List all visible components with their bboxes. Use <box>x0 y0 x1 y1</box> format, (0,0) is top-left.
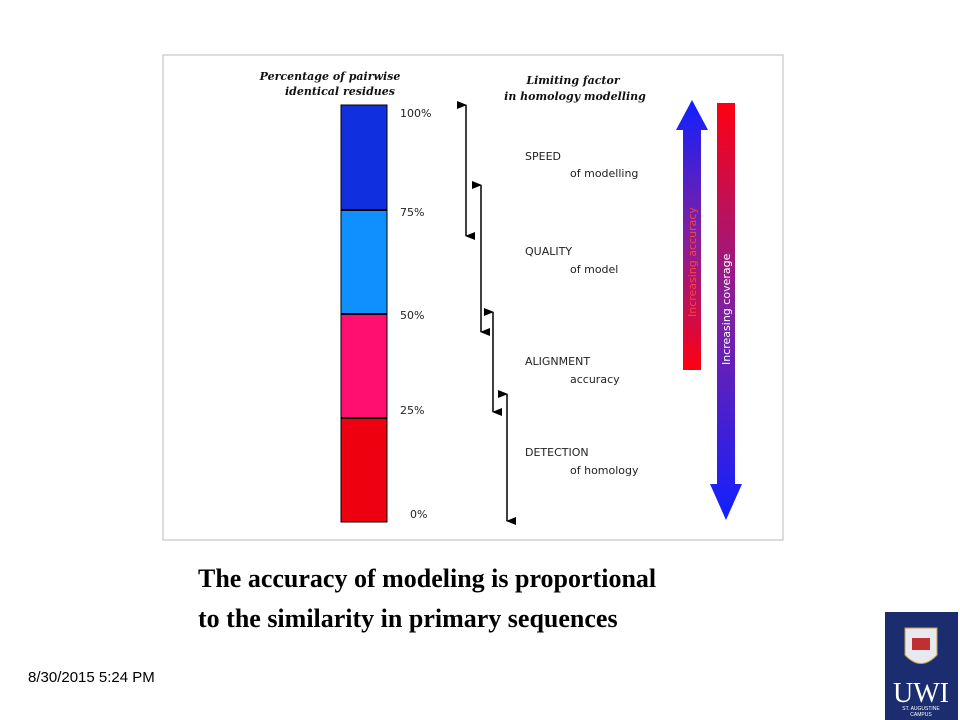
segment <box>341 105 387 210</box>
factor-name: QUALITY <box>525 245 572 258</box>
factor-name: DETECTION <box>525 446 589 459</box>
percent-label: 25% <box>400 404 424 417</box>
coverage-label: Increasing coverage <box>720 253 733 365</box>
factor-detail: of modelling <box>570 167 638 180</box>
percent-label: 50% <box>400 309 424 322</box>
accuracy-arrow <box>676 100 708 370</box>
caption: to the similarity in primary sequences <box>198 604 618 633</box>
logo: UWI ST. AUGUSTINE CAMPUS <box>885 612 958 720</box>
left-title: Percentage of pairwise <box>259 70 401 83</box>
footer-date: 8/30/2015 5:24 PM <box>28 669 155 686</box>
factor-detail: accuracy <box>570 373 620 386</box>
factor-detail: of homology <box>570 464 639 477</box>
factor-detail: of model <box>570 263 618 276</box>
percent-label: 0% <box>410 508 427 521</box>
factor-name: ALIGNMENT <box>525 355 590 368</box>
identity-bar <box>340 104 388 523</box>
right-title: in homology modelling <box>504 90 646 103</box>
logo-crest-detail <box>912 638 930 650</box>
logo-campus: ST. AUGUSTINE <box>902 706 940 712</box>
coverage-arrow <box>710 103 742 520</box>
left-title: identical residues <box>285 85 395 98</box>
segment <box>341 210 387 314</box>
accuracy-label: Increasing accuracy <box>686 207 699 317</box>
logo-campus: CAMPUS <box>910 712 932 718</box>
segment <box>341 314 387 418</box>
right-title: Limiting factor <box>525 74 620 87</box>
caption: The accuracy of modeling is proportional <box>198 564 656 593</box>
logo-name: UWI <box>893 678 949 709</box>
percent-label: 100% <box>400 107 431 120</box>
factor-name: SPEED <box>525 150 561 163</box>
segment <box>341 418 387 522</box>
percent-label: 75% <box>400 206 424 219</box>
